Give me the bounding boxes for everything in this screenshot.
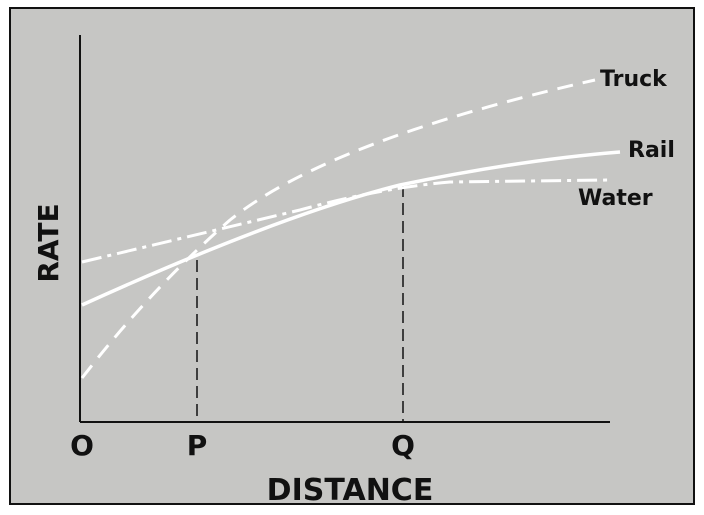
water-curve <box>81 178 611 264</box>
curve-label: Rail <box>628 138 675 163</box>
curve-label: Truck <box>600 67 668 92</box>
x-axis-label: DISTANCE <box>267 473 434 508</box>
rail-curve <box>81 150 621 307</box>
curve-label: Water <box>578 186 653 211</box>
frame <box>9 7 695 505</box>
truck-curve <box>80 78 596 379</box>
y-axis-label: RATE <box>32 203 65 282</box>
point-label: P <box>187 429 208 462</box>
point-label: Q <box>391 429 415 462</box>
point-label: O <box>70 429 94 462</box>
